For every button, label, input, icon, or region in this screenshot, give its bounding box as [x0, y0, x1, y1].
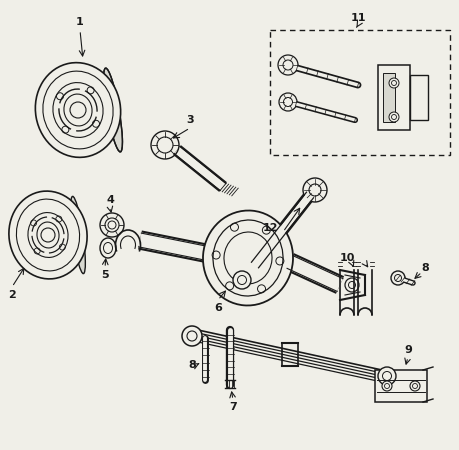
Circle shape: [279, 93, 297, 111]
Ellipse shape: [9, 191, 87, 279]
Text: 8: 8: [188, 360, 196, 370]
Ellipse shape: [203, 211, 293, 306]
Circle shape: [100, 213, 124, 237]
Text: 3: 3: [186, 115, 194, 125]
Circle shape: [389, 78, 399, 88]
Bar: [378, 65, 410, 130]
Ellipse shape: [35, 63, 121, 158]
Text: 5: 5: [101, 270, 109, 280]
Bar: [383, 73, 395, 122]
Text: 7: 7: [229, 402, 237, 412]
Bar: [375, 370, 427, 402]
Text: 11: 11: [350, 13, 366, 23]
Ellipse shape: [100, 238, 116, 258]
Circle shape: [182, 326, 202, 346]
Circle shape: [278, 55, 298, 75]
Circle shape: [378, 367, 396, 385]
Ellipse shape: [104, 68, 123, 152]
Text: 2: 2: [8, 290, 16, 300]
Circle shape: [303, 178, 327, 202]
Circle shape: [389, 112, 399, 122]
Circle shape: [233, 271, 251, 289]
Text: 8: 8: [421, 263, 429, 273]
Circle shape: [391, 271, 405, 285]
Text: 6: 6: [214, 303, 222, 313]
Bar: [410, 75, 428, 120]
Text: 10: 10: [339, 253, 355, 263]
Ellipse shape: [71, 196, 85, 274]
Circle shape: [382, 381, 392, 391]
Text: 9: 9: [404, 345, 412, 355]
Text: 12: 12: [262, 223, 278, 233]
Text: 4: 4: [106, 195, 114, 205]
Circle shape: [410, 381, 420, 391]
Text: 1: 1: [76, 17, 84, 27]
Bar: [270, 30, 450, 155]
